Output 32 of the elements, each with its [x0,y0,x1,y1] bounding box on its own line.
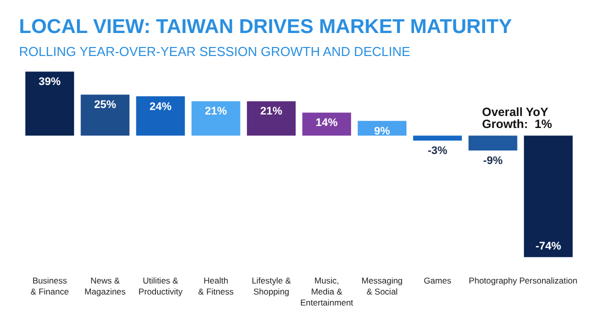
data-label: 24% [149,100,172,113]
data-label: 25% [94,99,116,112]
bar [80,94,130,136]
x-tick-label: Utilities & Productivity [138,276,184,296]
bar [468,136,518,150]
x-tick-label: News & Magazines [84,276,126,296]
chart-subtitle: ROLLING YEAR-OVER-YEAR SESSION GROWTH AND DECLINE [19,44,411,59]
data-label: -74% [535,240,562,253]
bar [136,96,185,136]
data-label: -9% [483,154,503,167]
data-label: 9% [374,125,390,138]
x-tick-label: Messaging & Social [362,276,403,296]
x-tick-label: Music, Media & Entertainment [300,276,354,308]
bar [192,101,240,136]
bar [25,72,74,136]
data-label: -3% [428,145,448,158]
chart-title: LOCAL VIEW: TAIWAN DRIVES MARKET MATURITY [19,16,513,38]
bar [413,136,462,141]
data-label: 21% [204,106,228,118]
data-label: 14% [316,117,338,130]
x-tick-label: Business & Finance [30,276,70,296]
data-label: 39% [38,76,61,88]
x-tick-label: Photography [468,276,518,286]
x-tick-label: Health & Fitness [198,276,234,296]
bar [524,136,573,258]
data-label: 21% [260,106,283,118]
annotation: Overall YoY Growth: 1% [482,105,552,131]
bar [246,101,296,136]
x-tick-label: Lifestyle & Shopping [252,276,292,296]
x-tick-label: Games [424,276,452,286]
x-tick-label: Personalization [519,276,578,286]
bar [302,112,352,136]
